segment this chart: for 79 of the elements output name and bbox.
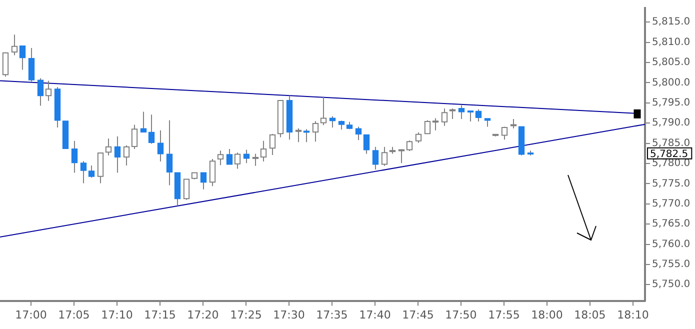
y-tick-label: 5,795.0 [652,98,690,108]
candlestick [97,152,104,184]
x-tick-label: 18:10 [617,308,649,322]
x-tick-label: 17:10 [101,308,133,322]
candlestick [303,128,310,143]
candlestick [234,152,241,170]
candlestick [415,132,422,144]
candlestick [157,130,164,162]
candlestick [105,138,112,156]
candlestick [269,134,276,156]
y-tick-label: 5,750.0 [652,279,690,290]
y-tick-label: 5,785.0 [652,138,690,149]
candlestick [148,114,155,144]
candlestick [406,140,413,152]
candlestick [217,150,224,166]
candlestick [45,80,52,102]
candlestick [475,108,482,122]
candlestick [2,52,9,78]
x-tick-label: 18:00 [531,308,563,322]
y-tick-label: 5,800.0 [652,77,690,88]
candlestick [37,78,44,106]
y-tick-label: 5,805.0 [652,57,690,68]
candlestick [329,116,336,128]
candlestick [424,120,431,135]
y-tick-label: 5,810.0 [652,36,690,48]
x-tick-label: 17:20 [187,308,219,322]
x-tick-label: 17:35 [316,308,348,322]
candlestick [19,45,26,70]
candlestick [441,108,448,126]
y-tick-label: 5,755.0 [652,259,690,270]
x-tick-label: 17:50 [445,308,477,322]
candlestick [449,108,456,120]
candlestick [114,136,121,174]
candlestick [11,34,18,56]
candlestick [140,111,147,132]
candlestick [88,165,95,178]
x-tick-label: 17:15 [144,308,176,322]
y-tick-label: 5,775.0 [652,178,690,190]
candlestick [381,146,388,166]
y-tick-label: 5,815.0 [652,16,690,28]
candlestick [252,153,259,166]
x-tick-label: 17:05 [58,308,90,322]
candlestick [123,144,130,166]
candlestick [320,96,327,126]
candlestick [131,124,138,150]
y-tick-label: 5,790.0 [652,118,690,129]
x-tick-label: 17:00 [15,308,47,322]
candlestick [295,128,302,143]
candlestick [200,172,207,190]
x-tick-label: 18:05 [574,308,606,322]
candlestick [226,148,233,165]
candlestick [166,120,173,186]
text: 5,782.5 [650,148,688,160]
y-tick-label: 5,770.0 [652,198,690,210]
candlestick [432,118,439,131]
candlestick [510,118,517,129]
candlestick [80,160,87,184]
candlestick [28,47,35,82]
candlestick [363,134,370,154]
candlestick [467,110,474,122]
candlestick [243,149,250,164]
x-tick-label: 17:25 [230,308,262,322]
y-tick-label: 5,760.0 [652,238,690,250]
x-tick-label: 17:40 [359,308,391,322]
x-tick-label: 17:30 [273,308,305,322]
candlestick [398,148,405,164]
candlestick [355,126,362,141]
candlestick [312,120,319,142]
x-tick-label: 17:45 [402,308,434,322]
candlestick [372,146,379,170]
candlestick [183,178,190,200]
candlestick [458,104,465,120]
candlestick [501,126,508,140]
y-tick-label: 5,765.0 [652,218,690,230]
candlestick [260,140,267,162]
candlestick [209,158,216,187]
x-tick-label: 17:55 [488,308,520,322]
y-tick-label: 5,780.0 [652,158,690,170]
candlestick [71,140,78,174]
